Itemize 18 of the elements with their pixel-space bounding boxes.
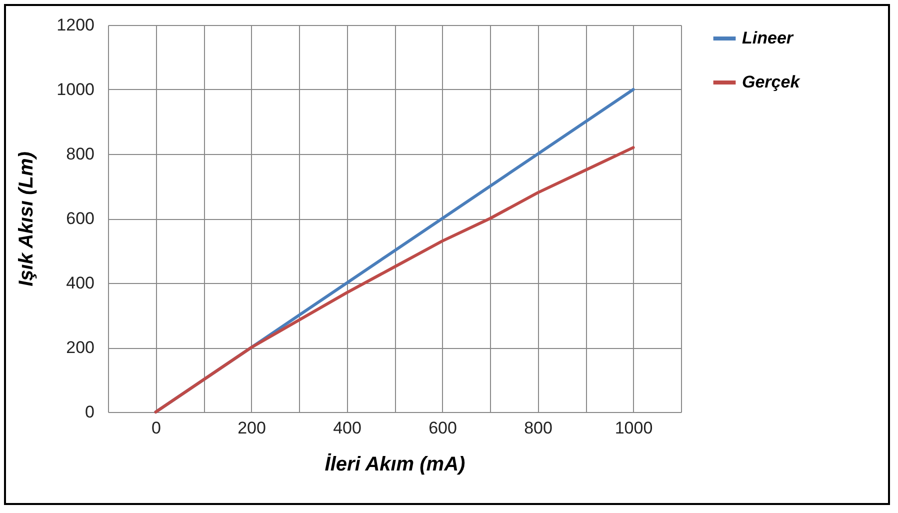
legend-label: Lineer [742, 28, 794, 48]
x-tick-label: 600 [428, 418, 457, 438]
y-tick-label: 1200 [56, 16, 94, 34]
x-tick-label: 400 [333, 418, 362, 438]
x-axis-title: İleri Akım (mA) [324, 452, 466, 476]
x-tick-label: 800 [524, 418, 552, 438]
x-tick-label: 1000 [614, 418, 653, 438]
x-tick-label: 0 [152, 418, 161, 438]
y-tick-label: 600 [66, 209, 94, 228]
y-tick-label: 800 [66, 144, 94, 164]
y-tick-label: 1000 [56, 80, 94, 99]
line-series [154, 146, 635, 414]
y-tick-label: 400 [66, 274, 94, 292]
legend-label: Gerçek [742, 72, 802, 92]
y-tick-label: 0 [85, 402, 94, 422]
y-tick-label: 200 [66, 338, 94, 357]
x-tick-label: 200 [238, 418, 266, 438]
y-axis-title: Işık Akısı (Lm) [16, 151, 38, 286]
